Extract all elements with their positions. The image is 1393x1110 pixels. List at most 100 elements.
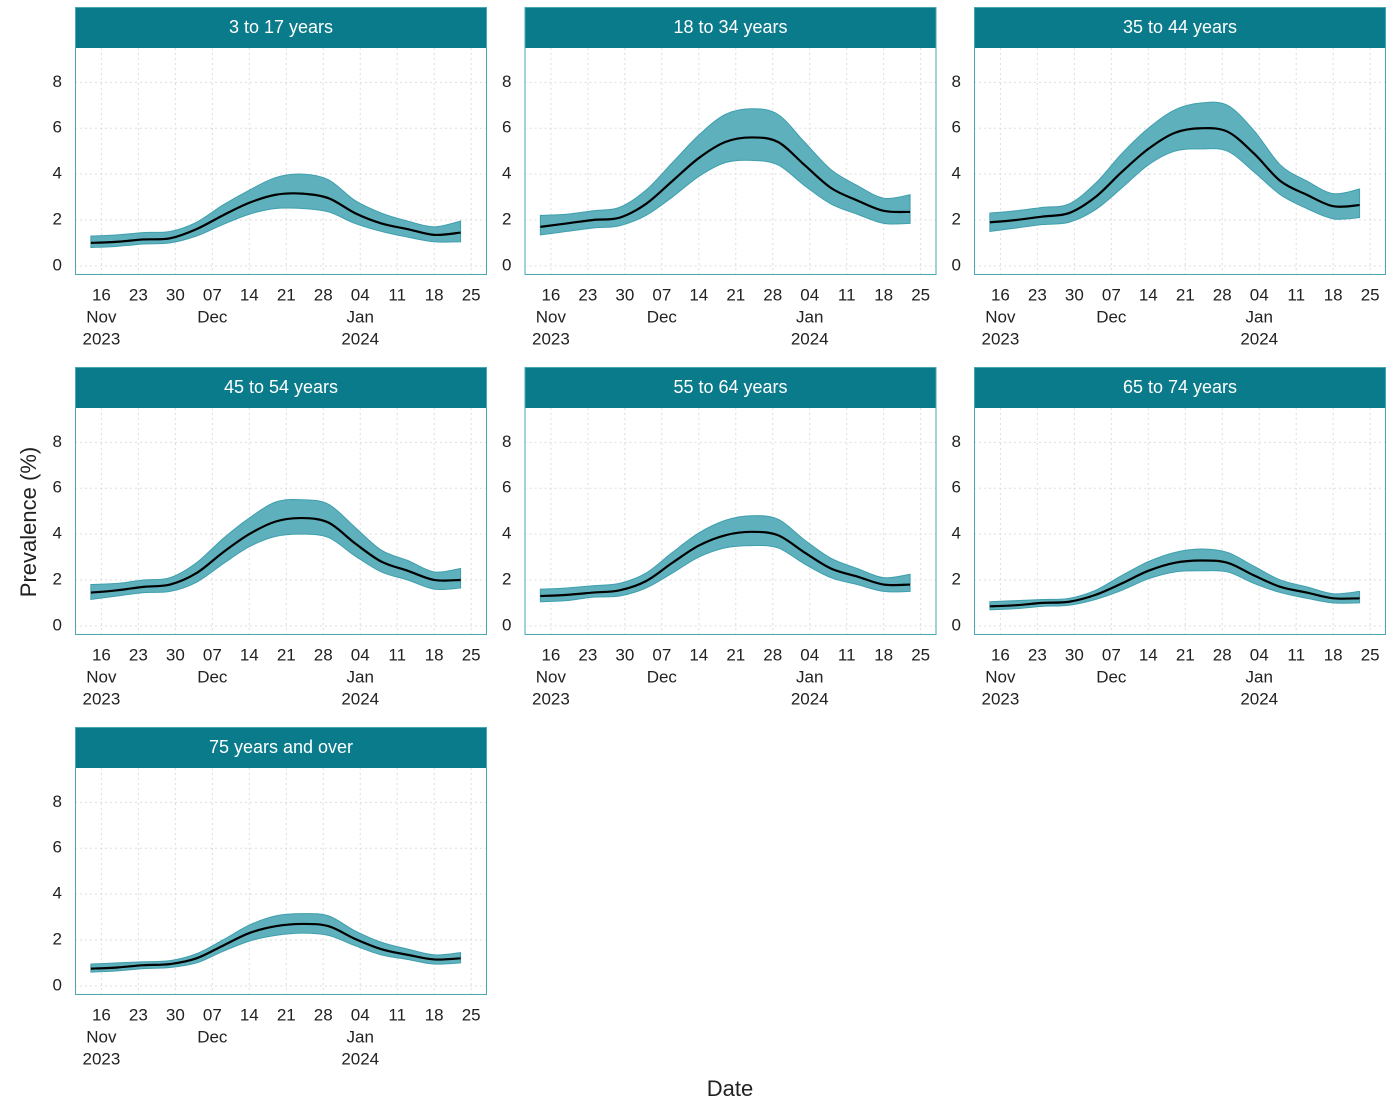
y-tick-label: 6 [952, 118, 961, 137]
x-tick-month: Dec [1096, 307, 1127, 326]
x-tick-label: 25 [462, 1005, 481, 1024]
panel-title: 65 to 74 years [1123, 377, 1237, 397]
x-tick-label: 30 [166, 645, 185, 664]
y-tick-label: 2 [53, 929, 62, 948]
x-tick-label: 04 [800, 645, 819, 664]
panel-title: 3 to 17 years [229, 17, 333, 37]
x-tick-label: 23 [578, 645, 597, 664]
x-tick-year: 2024 [1240, 329, 1278, 348]
y-tick-label: 2 [502, 569, 511, 588]
y-tick-label: 8 [53, 72, 62, 91]
x-tick-label: 07 [1102, 285, 1121, 304]
y-tick-label: 8 [502, 72, 511, 91]
x-tick-label: 23 [129, 645, 148, 664]
x-tick-label: 11 [1287, 645, 1305, 664]
x-tick-month: Jan [1246, 307, 1273, 326]
x-tick-label: 16 [541, 645, 560, 664]
x-tick-label: 14 [689, 285, 708, 304]
x-tick-year: 2023 [532, 329, 570, 348]
x-tick-label: 25 [911, 645, 930, 664]
x-tick-label: 18 [1324, 285, 1343, 304]
panel-strip [974, 367, 1386, 408]
x-tick-month: Nov [86, 667, 117, 686]
x-tick-month: Dec [1096, 667, 1127, 686]
y-tick-label: 4 [952, 164, 961, 183]
y-tick-label: 0 [53, 975, 62, 994]
y-tick-label: 6 [53, 838, 62, 857]
y-tick-label: 6 [502, 118, 511, 137]
x-tick-label: 21 [726, 645, 745, 664]
x-tick-label: 04 [1250, 285, 1269, 304]
x-tick-label: 14 [689, 645, 708, 664]
x-tick-month: Jan [347, 667, 374, 686]
x-tick-label: 28 [763, 285, 782, 304]
panel-background [974, 48, 1386, 275]
prevalence-line [989, 559, 1360, 608]
x-tick-label: 18 [1324, 645, 1343, 664]
y-tick-label: 8 [53, 792, 62, 811]
x-tick-label: 28 [1213, 285, 1232, 304]
x-tick-label: 11 [838, 645, 856, 664]
y-tick-label: 2 [53, 209, 62, 228]
x-tick-label: 11 [1287, 285, 1305, 304]
confidence-band [539, 108, 911, 236]
panel-strip [75, 367, 487, 408]
x-tick-label: 25 [1361, 285, 1380, 304]
x-tick-label: 23 [1028, 645, 1047, 664]
x-tick-label: 16 [991, 645, 1010, 664]
y-tick-label: 4 [952, 524, 961, 543]
prevalence-line [90, 922, 461, 970]
y-tick-label: 6 [53, 118, 62, 137]
x-tick-label: 14 [1139, 645, 1158, 664]
x-tick-label: 18 [425, 645, 444, 664]
panel-strip [75, 7, 487, 48]
x-tick-month: Dec [197, 307, 228, 326]
x-tick-label: 25 [462, 645, 481, 664]
panel-strip [974, 7, 1386, 48]
x-tick-label: 30 [166, 285, 185, 304]
x-tick-label: 30 [1065, 645, 1084, 664]
panel-border [974, 7, 1386, 275]
x-tick-label: 28 [314, 1005, 333, 1024]
prevalence-line [540, 530, 911, 598]
prevalence-line [540, 136, 911, 228]
y-tick-label: 4 [53, 884, 62, 903]
x-tick-year: 2023 [981, 689, 1019, 708]
x-tick-year: 2023 [532, 689, 570, 708]
panel-strip [524, 367, 937, 408]
x-tick-label: 28 [763, 645, 782, 664]
x-tick-month: Dec [197, 1027, 228, 1046]
x-tick-label: 21 [1176, 285, 1195, 304]
x-tick-month: Nov [536, 307, 567, 326]
x-tick-month: Jan [1246, 667, 1273, 686]
x-tick-year: 2023 [981, 329, 1019, 348]
x-tick-label: 07 [652, 645, 671, 664]
prevalence-line [90, 516, 461, 594]
y-tick-label: 0 [952, 615, 961, 634]
x-tick-label: 21 [1176, 645, 1195, 664]
y-tick-label: 2 [952, 569, 961, 588]
x-tick-month: Jan [796, 667, 823, 686]
panel-border [75, 367, 487, 635]
x-tick-year: 2024 [791, 329, 829, 348]
x-tick-label: 16 [92, 645, 111, 664]
panel-title: 18 to 34 years [673, 17, 787, 37]
y-tick-label: 6 [952, 478, 961, 497]
x-tick-label: 28 [314, 285, 333, 304]
panel-border [75, 727, 487, 995]
x-tick-year: 2023 [82, 689, 120, 708]
x-tick-year: 2024 [341, 689, 379, 708]
y-tick-label: 8 [952, 72, 961, 91]
x-tick-year: 2023 [82, 1049, 120, 1068]
x-tick-label: 30 [1065, 285, 1084, 304]
x-tick-label: 14 [240, 285, 259, 304]
panel-title: 55 to 64 years [673, 377, 787, 397]
y-tick-label: 8 [53, 432, 62, 451]
x-tick-label: 21 [277, 1005, 296, 1024]
x-tick-label: 18 [874, 285, 893, 304]
y-tick-label: 0 [502, 615, 511, 634]
confidence-band [539, 515, 911, 603]
x-tick-year: 2024 [791, 689, 829, 708]
x-tick-month: Nov [985, 667, 1016, 686]
